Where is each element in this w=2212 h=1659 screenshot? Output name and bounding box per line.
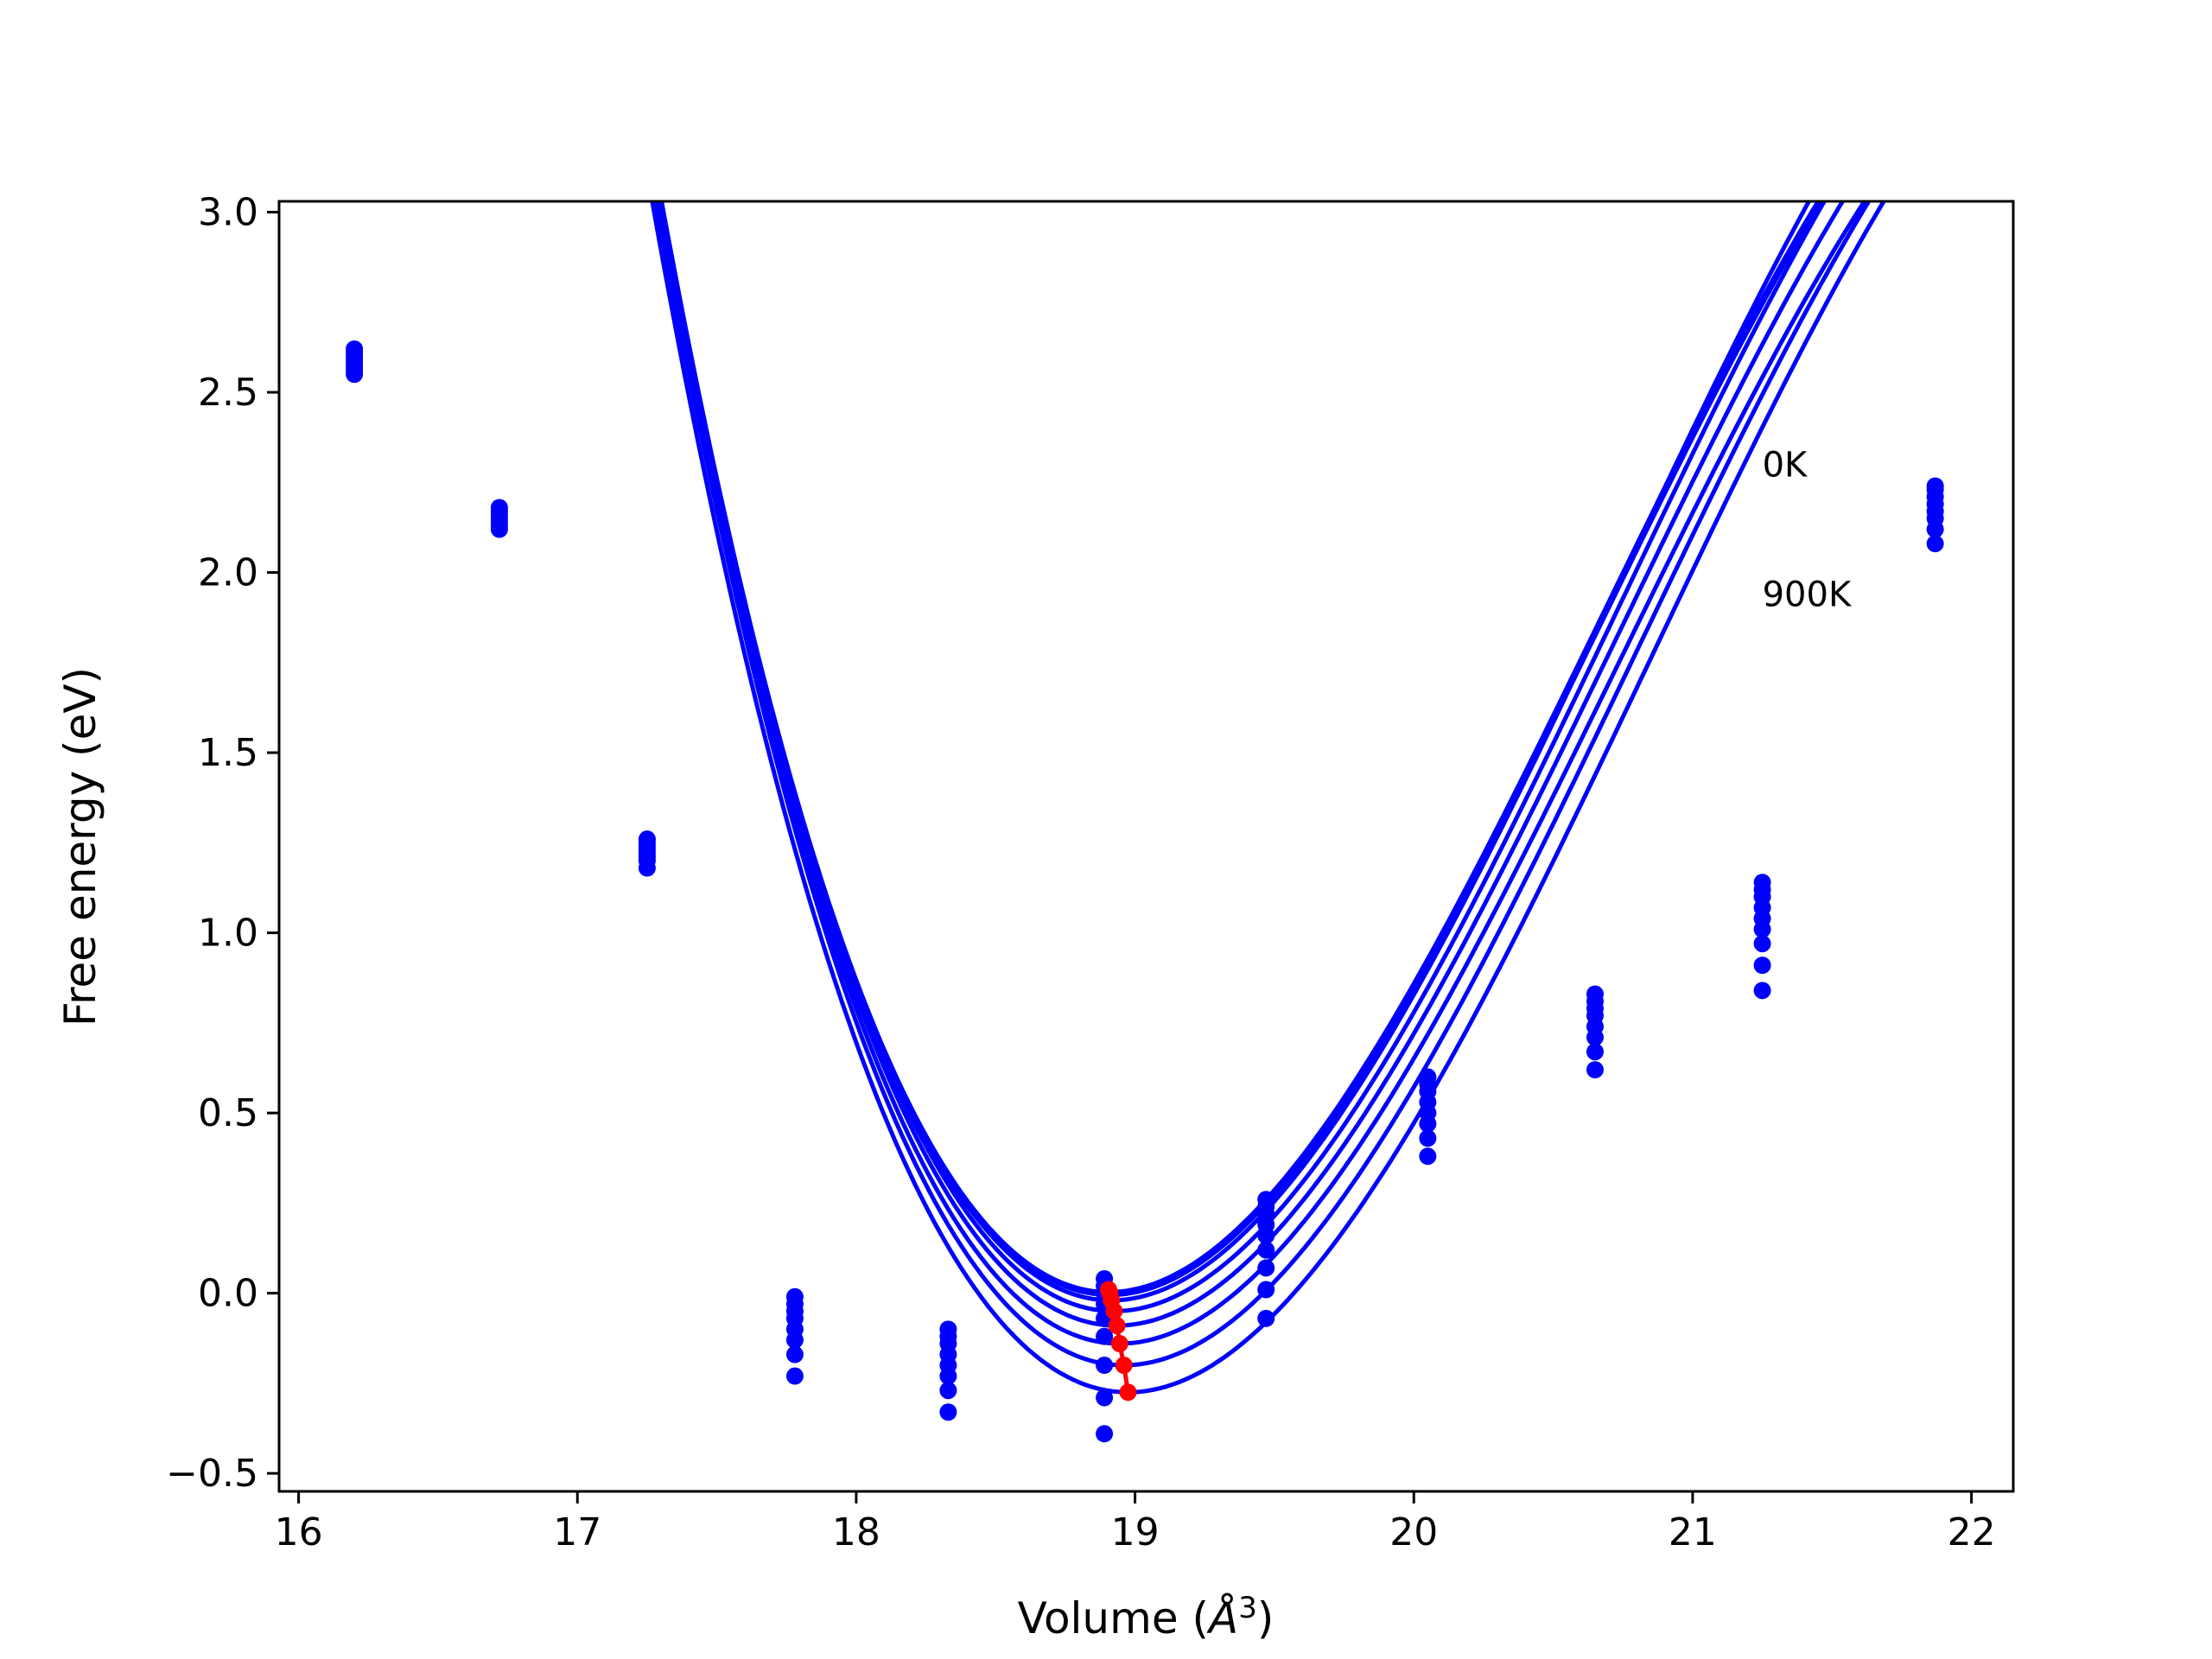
- data-point-8-6: [1586, 1043, 1604, 1061]
- data-point-6-5: [1257, 1241, 1275, 1259]
- y-tick-label-0: −0.5: [166, 1452, 258, 1496]
- data-point-10-7: [1926, 535, 1944, 553]
- fit-curves: [650, 201, 1886, 1395]
- x-axis: 16 17 18 19 20 21 22: [275, 1491, 1996, 1554]
- plot-frame: [277, 200, 2015, 1493]
- y-tick-label-2: 0.5: [198, 1091, 258, 1135]
- fit-curve-1: [659, 201, 1824, 1298]
- y-tick-label-6: 2.5: [198, 371, 258, 415]
- fit-curve-4: [658, 201, 1846, 1328]
- fit-curve-3: [658, 201, 1827, 1314]
- data-point-3-7: [785, 1367, 804, 1385]
- data-point-8-5: [1586, 1028, 1604, 1046]
- x-tick-label-21: 21: [1669, 1510, 1717, 1554]
- fit-curve-5: [656, 201, 1867, 1346]
- data-point-2-7: [638, 859, 656, 877]
- data-point-9-5: [1753, 920, 1771, 938]
- data-point-9-7: [1753, 957, 1771, 975]
- data-point-4-7: [939, 1403, 957, 1421]
- data-point-6-8: [1257, 1309, 1275, 1327]
- x-tick-label-20: 20: [1389, 1510, 1438, 1554]
- data-point-3-5: [785, 1331, 804, 1349]
- minimum-point-4: [1108, 1317, 1126, 1335]
- y-tick-label-4: 1.5: [198, 731, 258, 775]
- annotation-0: 0K: [1763, 445, 1808, 485]
- data-point-10-6: [1926, 520, 1944, 538]
- data-point-1-6: [490, 520, 508, 538]
- y-tick-label-7: 3.0: [198, 191, 258, 235]
- data-point-6-4: [1257, 1226, 1275, 1244]
- data-point-5-7: [1096, 1389, 1114, 1407]
- data-point-8-7: [1586, 1061, 1604, 1079]
- minimum-point-6: [1115, 1357, 1133, 1375]
- y-axis-label: Free energy (eV): [55, 667, 105, 1027]
- minima-points: [1099, 1281, 1137, 1402]
- fit-curve-2: [658, 201, 1812, 1303]
- data-point-4-6: [939, 1382, 957, 1400]
- data-point-4-5: [939, 1367, 957, 1385]
- minimum-point-7: [1119, 1383, 1137, 1402]
- data-point-7-7: [1419, 1147, 1437, 1166]
- data-point-0-7: [346, 365, 364, 384]
- fit-curve-7: [650, 201, 1886, 1395]
- data-point-5-6: [1096, 1357, 1114, 1375]
- y-tick-label-1: 0.0: [198, 1272, 258, 1316]
- data-point-3-6: [785, 1345, 804, 1363]
- data-point-6-6: [1257, 1259, 1275, 1277]
- minimum-point-3: [1105, 1302, 1123, 1320]
- annotations: 0K 900K: [1763, 445, 1853, 614]
- data-point-7-5: [1419, 1115, 1437, 1133]
- data-point-7-6: [1419, 1129, 1437, 1147]
- x-tick-label-16: 16: [275, 1510, 323, 1554]
- data-point-9-8: [1753, 982, 1771, 1000]
- annotation-1: 900K: [1763, 575, 1853, 615]
- data-point-9-6: [1753, 935, 1771, 953]
- fit-curve-6: [654, 201, 1872, 1368]
- x-tick-label-17: 17: [553, 1510, 601, 1554]
- x-tick-label-22: 22: [1948, 1510, 1996, 1554]
- data-points: [346, 340, 1944, 1443]
- y-tick-label-3: 1.0: [198, 912, 258, 956]
- data-point-5-8: [1096, 1425, 1114, 1443]
- minimum-point-5: [1110, 1335, 1128, 1353]
- x-tick-label-19: 19: [1111, 1510, 1160, 1554]
- data-point-6-7: [1257, 1281, 1275, 1299]
- y-axis: −0.5 0.0 0.5 1.0 1.5 2.0 2.5 3.0: [166, 191, 279, 1496]
- x-tick-label-18: 18: [832, 1510, 880, 1554]
- y-tick-label-5: 2.0: [198, 551, 258, 595]
- x-axis-label: Volume (Å3): [1018, 1591, 1274, 1643]
- data-point-5-5: [1096, 1327, 1114, 1345]
